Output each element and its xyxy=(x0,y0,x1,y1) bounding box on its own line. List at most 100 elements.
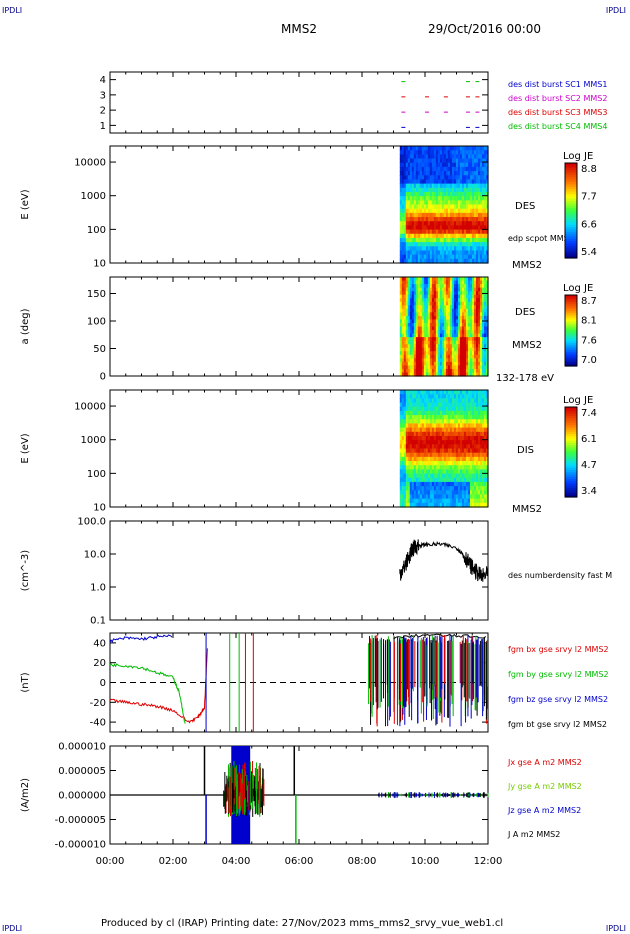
des-energy-colorbar-swatch xyxy=(565,186,577,190)
spectrogram-cell xyxy=(401,146,405,151)
spectrogram-cell xyxy=(453,402,457,408)
spectrogram-cell xyxy=(451,175,455,181)
spectrogram-cell xyxy=(475,419,479,425)
spectrogram-cell xyxy=(405,490,409,496)
spectrogram-cell xyxy=(399,330,403,335)
spectrogram-cell xyxy=(453,146,457,151)
spectrogram-cell xyxy=(427,410,431,416)
spectrogram-cell xyxy=(441,280,445,285)
spectrogram-cell xyxy=(439,229,443,235)
spectrogram-cell xyxy=(413,494,417,500)
spectrogram-cell xyxy=(417,308,421,313)
spectrogram-cell xyxy=(447,498,451,504)
spectrogram-cell xyxy=(427,277,431,282)
spectrogram-cell xyxy=(451,246,455,252)
spectrogram-cell xyxy=(469,150,473,155)
spectrogram-cell xyxy=(411,319,415,324)
spectrogram-cell xyxy=(449,246,453,252)
spectrogram-cell xyxy=(433,301,437,306)
spectrogram-cell xyxy=(399,431,403,437)
spectrogram-cell xyxy=(425,347,429,352)
spectrogram-cell xyxy=(469,183,473,189)
des-pitch-colorbar-swatch xyxy=(565,341,577,344)
spectrogram-cell xyxy=(471,406,475,412)
spectrogram-cell xyxy=(433,423,437,429)
spectrogram-cell xyxy=(423,291,427,296)
spectrogram-cell xyxy=(433,233,437,239)
spectrogram-cell xyxy=(431,171,435,176)
spectrogram-cell xyxy=(447,368,451,374)
spectrogram-cell xyxy=(439,298,443,303)
spectrogram-cell xyxy=(463,398,467,404)
spectrogram-cell xyxy=(439,179,443,185)
panel-des-pitch-cells xyxy=(399,277,489,377)
spectrogram-cell xyxy=(443,322,447,328)
spectrogram-cell xyxy=(423,171,427,176)
spectrogram-cell xyxy=(471,254,475,260)
spectrogram-cell xyxy=(445,427,449,433)
spectrogram-cell xyxy=(413,456,417,462)
spectrogram-cell xyxy=(399,340,403,345)
spectrogram-cell xyxy=(423,217,427,222)
spectrogram-cell xyxy=(451,333,455,338)
dis-energy-colorbar-swatch xyxy=(565,463,577,467)
spectrogram-cell xyxy=(459,258,463,264)
spectrogram-cell xyxy=(447,394,451,399)
spectrogram-cell xyxy=(399,337,403,342)
spectrogram-cell xyxy=(421,250,425,256)
spectrogram-cell xyxy=(445,258,449,264)
spectrogram-cell xyxy=(425,361,429,366)
spectrogram-cell xyxy=(427,461,431,466)
spectrogram-cell xyxy=(429,171,433,176)
current-y-tick-label: 0.000005 xyxy=(58,766,106,777)
spectrogram-cell xyxy=(483,217,487,222)
spectrogram-cell xyxy=(453,242,457,247)
spectrogram-cell xyxy=(407,448,411,454)
spectrogram-cell xyxy=(411,246,415,252)
spectrogram-cell xyxy=(403,187,407,193)
dis-energy-colorbar-swatch xyxy=(565,470,577,473)
des-pitch-colorbar-swatch xyxy=(565,314,577,317)
spectrogram-cell xyxy=(473,254,477,260)
spectrogram-cell xyxy=(459,312,463,317)
spectrogram-cell xyxy=(417,242,421,247)
spectrogram-cell xyxy=(453,390,457,395)
spectrogram-cell xyxy=(485,406,489,412)
spectrogram-cell xyxy=(449,315,453,321)
spectrogram-cell xyxy=(437,298,441,303)
spectrogram-cell xyxy=(457,448,461,454)
spectrogram-cell xyxy=(445,473,449,479)
spectrogram-cell xyxy=(439,187,443,193)
spectrogram-cell xyxy=(467,358,471,363)
spectrogram-cell xyxy=(409,448,413,454)
spectrogram-cell xyxy=(423,372,427,377)
spectrogram-cell xyxy=(485,162,489,168)
spectrogram-cell xyxy=(469,390,473,395)
spectrogram-cell xyxy=(449,351,453,356)
spectrogram-cell xyxy=(411,361,415,366)
spectrogram-cell xyxy=(403,406,407,412)
spectrogram-cell xyxy=(427,242,431,247)
spectrogram-cell xyxy=(443,183,447,189)
spectrogram-cell xyxy=(443,166,447,172)
current-y-tick-label: -0.000010 xyxy=(55,840,106,851)
spectrogram-cell xyxy=(455,237,459,243)
density-series-line xyxy=(399,539,489,582)
spectrogram-cell xyxy=(399,419,403,425)
spectrogram-cell xyxy=(485,175,489,181)
spectrogram-cell xyxy=(477,358,481,363)
des-energy-colorbar-swatch xyxy=(565,250,577,254)
spectrogram-cell xyxy=(459,444,463,450)
spectrogram-cell xyxy=(413,158,417,164)
spectrogram-cell xyxy=(481,212,485,218)
spectrogram-cell xyxy=(475,415,479,420)
spectrogram-cell xyxy=(427,419,431,425)
spectrogram-cell xyxy=(449,410,453,416)
spectrogram-cell xyxy=(469,481,473,487)
spectrogram-cell xyxy=(443,427,447,433)
spectrogram-cell xyxy=(421,312,425,317)
spectrogram-cell xyxy=(415,402,419,408)
spectrogram-cell xyxy=(443,242,447,247)
spectrogram-cell xyxy=(423,444,427,450)
spectrogram-cell xyxy=(425,158,429,164)
